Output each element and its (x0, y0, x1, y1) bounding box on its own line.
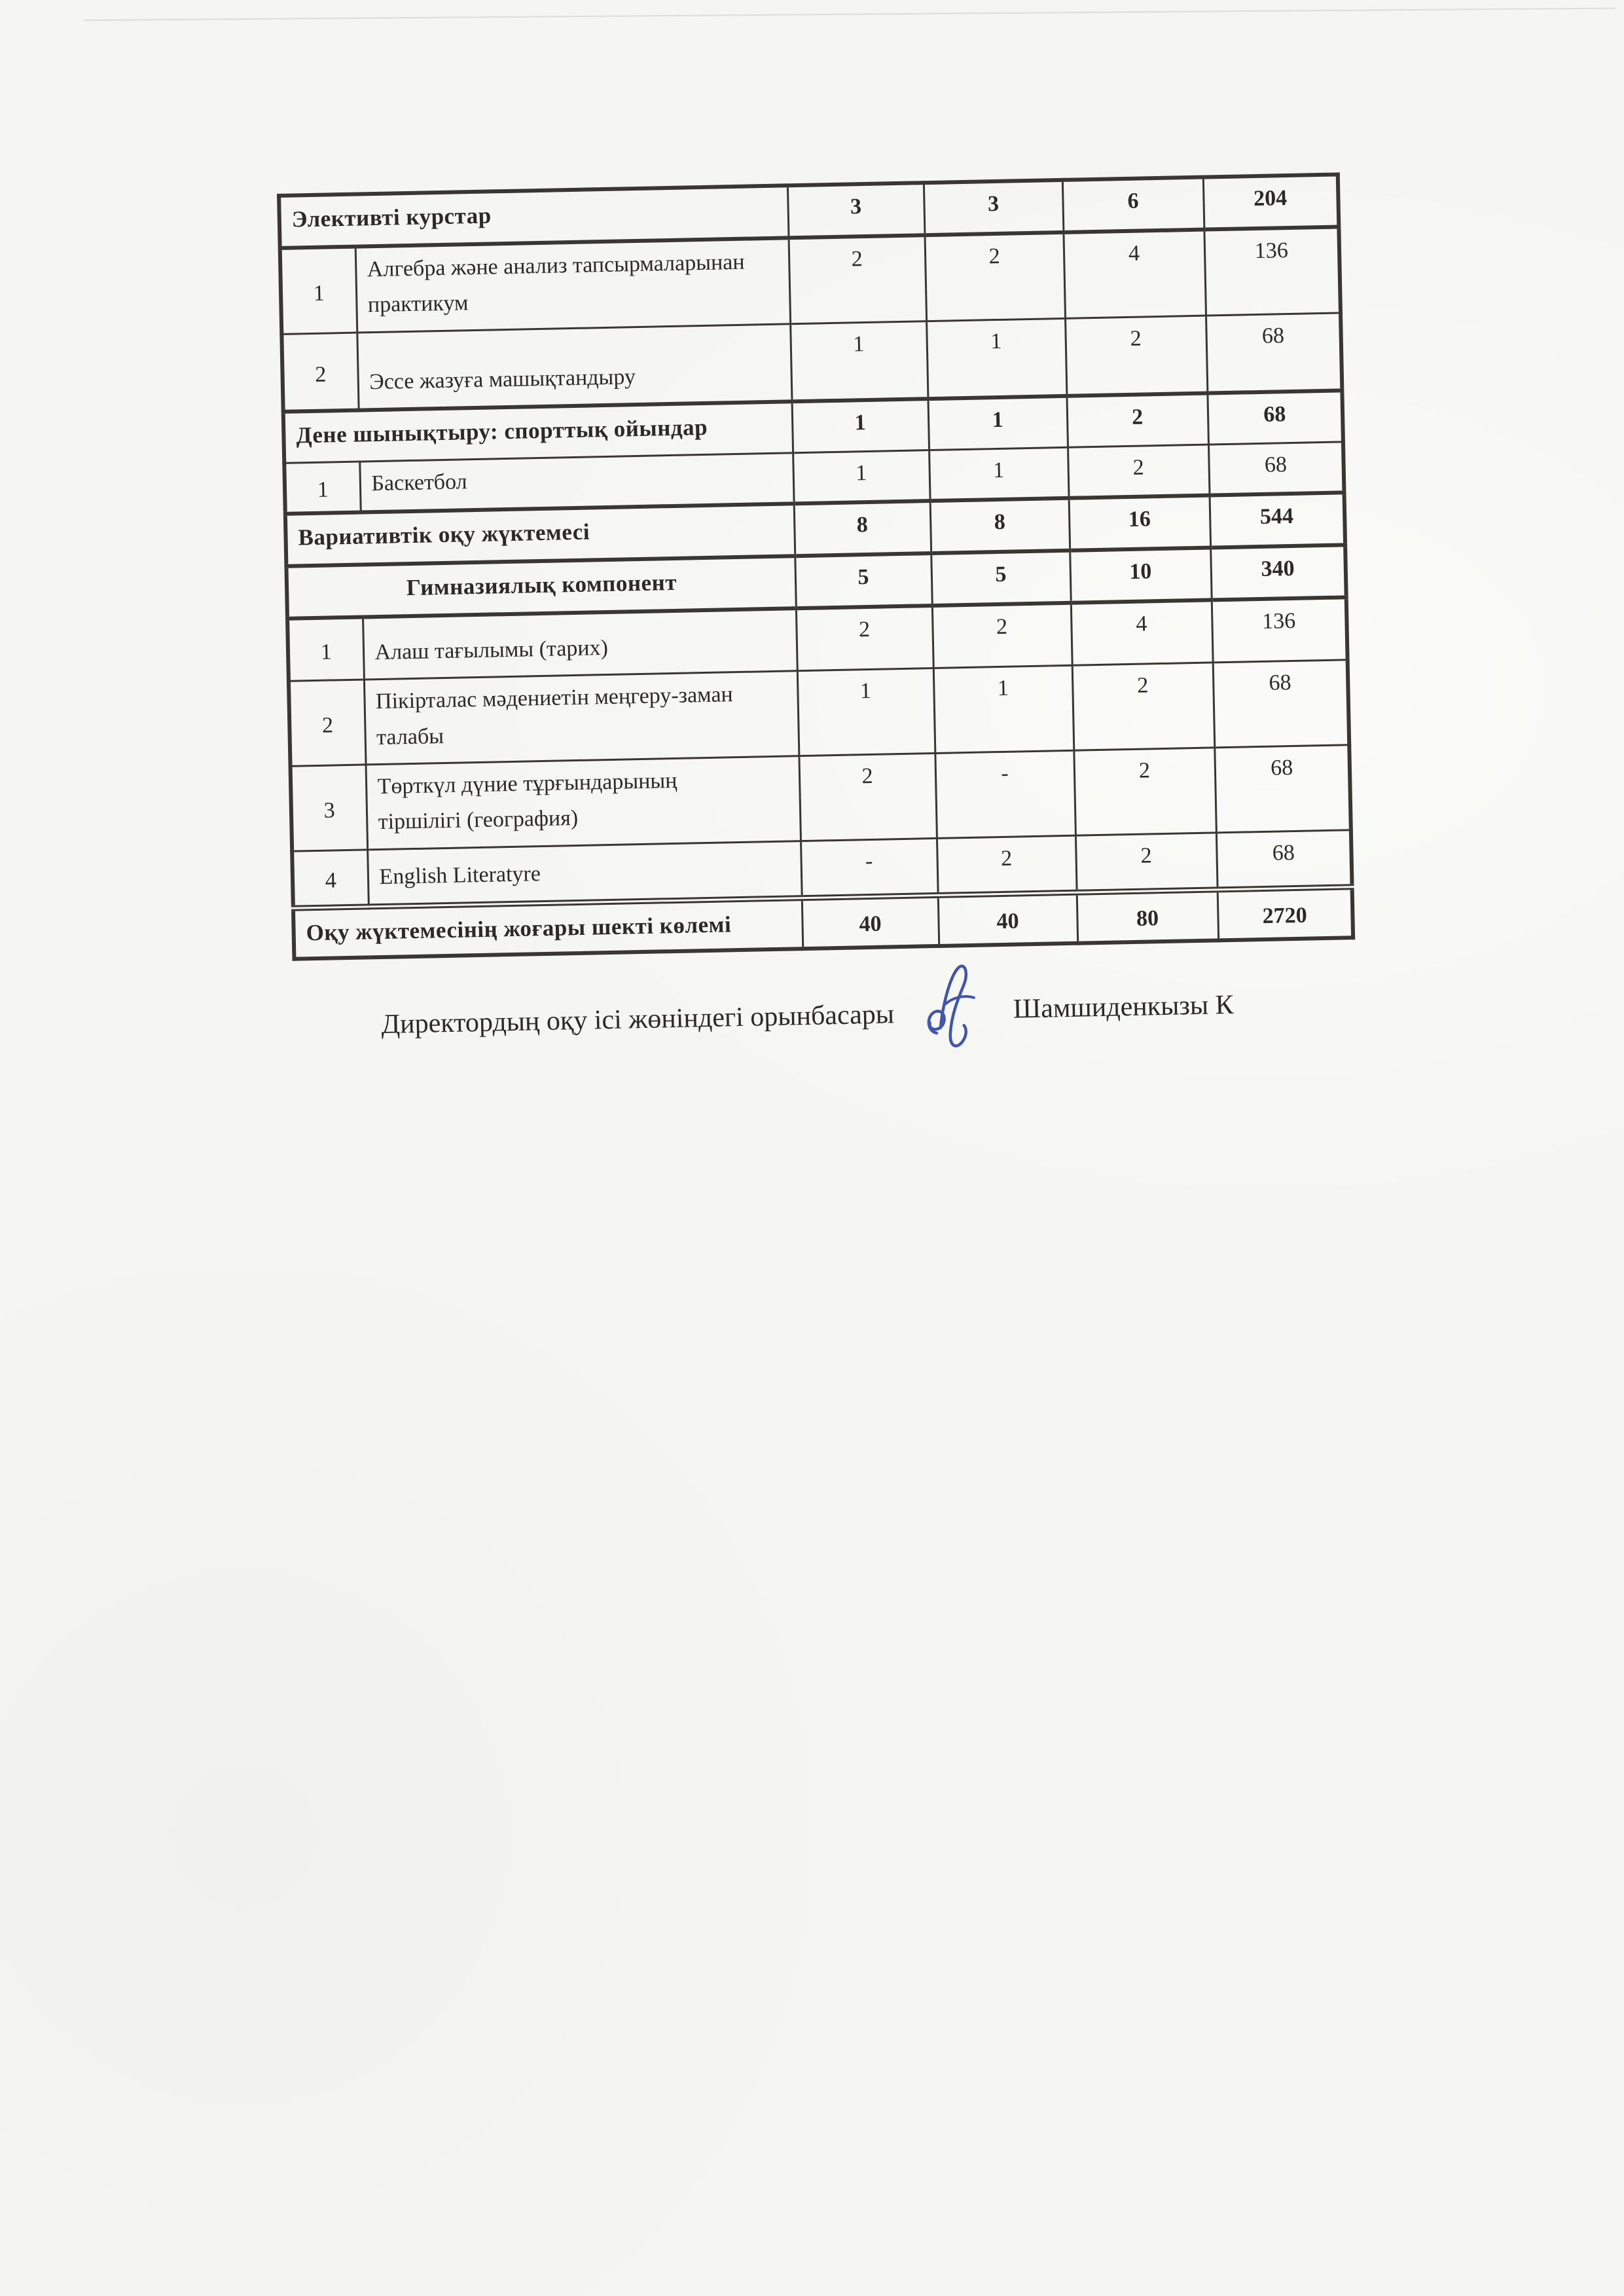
value-cell: 68 (1212, 659, 1350, 748)
value-cell: 8 (793, 500, 931, 556)
value-cell: - (935, 750, 1075, 839)
course-name-cell: English Literatyre (367, 841, 802, 907)
total-label: Оқу жүктемесінің жоғары шекті көлемі (293, 898, 803, 959)
row-number-cell: 4 (292, 849, 369, 908)
value-cell: 544 (1209, 492, 1346, 548)
value-cell: 4 (1063, 229, 1206, 319)
value-cell: 2 (1075, 832, 1218, 892)
row-number-cell: 1 (280, 246, 357, 335)
value-cell: 136 (1211, 597, 1348, 663)
value-cell: 2 (799, 753, 937, 841)
value-cell: 6 (1062, 177, 1204, 232)
value-cell: 1 (791, 399, 929, 454)
curriculum-table: Элективті курстар 3 3 6 204 1 Алгебра жә… (277, 172, 1356, 961)
value-cell: 3 (787, 183, 925, 238)
value-cell: 2720 (1217, 886, 1354, 941)
value-cell: - (800, 838, 938, 898)
value-cell: 68 (1207, 390, 1343, 445)
row-number-cell: 2 (281, 332, 359, 412)
course-name-cell: Алаш тағылымы (тарих) (362, 608, 797, 680)
value-cell: 68 (1206, 312, 1343, 393)
value-cell: 68 (1214, 744, 1351, 833)
value-cell: 8 (929, 498, 1070, 553)
value-cell: 2 (1066, 393, 1208, 448)
value-cell: 1 (790, 321, 928, 402)
value-cell: 2 (936, 835, 1077, 896)
value-cell: 2 (1072, 663, 1215, 751)
course-name-cell: Эссе жазуға машықтандыру (357, 323, 792, 410)
course-name-cell: Төрткүл дүние тұрғындарының тіршілігі (г… (365, 756, 801, 850)
row-number-cell: 1 (284, 462, 361, 514)
handwritten-signature-icon (916, 958, 984, 1065)
value-cell: 1 (928, 396, 1068, 450)
value-cell: 136 (1204, 227, 1341, 316)
value-cell: 5 (931, 550, 1071, 606)
value-cell: 2 (788, 235, 927, 324)
value-cell: 5 (795, 553, 932, 608)
value-cell: 10 (1070, 547, 1212, 603)
value-cell: 2 (1065, 315, 1208, 397)
row-number-cell: 3 (290, 764, 368, 851)
value-cell: 2 (795, 605, 933, 671)
value-cell: 2 (1068, 445, 1210, 498)
course-name-cell: Пікірталас мәдениетін меңгеру-заман тала… (363, 670, 799, 765)
value-cell: 1 (793, 450, 930, 503)
value-cell: 1 (797, 668, 935, 756)
section-label: Элективті курстар (279, 185, 789, 248)
value-cell: 68 (1216, 829, 1352, 890)
paper-edge-line (84, 7, 1615, 21)
value-cell: 16 (1068, 495, 1211, 551)
value-cell: 204 (1202, 174, 1339, 230)
section-label: Гимназиялық компонент (286, 555, 796, 619)
value-cell: 1 (926, 318, 1067, 399)
value-cell: 68 (1208, 442, 1344, 496)
value-cell: 2 (924, 232, 1066, 321)
value-cell: 80 (1076, 889, 1219, 943)
signature-title-label: Директордың оқу ісі жөніндегі орынбасары (381, 999, 895, 1040)
value-cell: 40 (801, 895, 939, 949)
course-name-cell: Баскетбол (359, 453, 794, 513)
section-label: Вариативтік оқу жүктемесі (285, 503, 795, 566)
value-cell: 1 (929, 447, 1069, 501)
row-number-cell: 1 (287, 617, 364, 682)
document-content: Элективті курстар 3 3 6 204 1 Алгебра жә… (277, 172, 1356, 1078)
signature-row: Директордың оқу ісі жөніндегі орынбасары… (293, 964, 1355, 1078)
value-cell: 4 (1070, 600, 1213, 666)
value-cell: 2 (931, 602, 1072, 668)
course-name-cell: Алгебра және анализ тапсырмаларынан прак… (355, 238, 791, 333)
value-cell: 40 (937, 892, 1078, 946)
value-cell: 1 (933, 665, 1074, 754)
signatory-name: Шамшиденкызы К (1013, 989, 1235, 1025)
row-number-cell: 2 (288, 680, 366, 767)
value-cell: 340 (1210, 545, 1346, 600)
value-cell: 2 (1074, 747, 1216, 835)
value-cell: 3 (923, 179, 1064, 236)
